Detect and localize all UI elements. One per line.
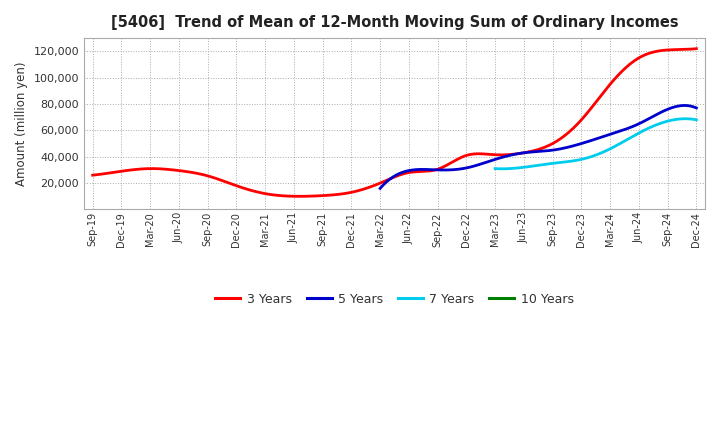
5 Years xyxy=(564,144,572,150)
3 Years xyxy=(448,160,456,165)
7 Years xyxy=(611,144,619,149)
5 Years xyxy=(692,105,701,110)
5 Years xyxy=(376,186,384,191)
7 Years xyxy=(498,166,507,172)
7 Years xyxy=(615,142,624,147)
3 Years xyxy=(297,194,305,199)
Line: 7 Years: 7 Years xyxy=(495,119,696,169)
3 Years xyxy=(89,172,97,178)
7 Years xyxy=(611,143,620,149)
3 Years xyxy=(692,46,701,51)
3 Years xyxy=(599,90,608,95)
7 Years xyxy=(692,117,701,122)
3 Years xyxy=(637,54,646,59)
7 Years xyxy=(491,166,500,171)
3 Years xyxy=(91,172,99,178)
5 Years xyxy=(563,145,572,150)
5 Years xyxy=(680,103,689,108)
5 Years xyxy=(377,184,385,190)
Line: 3 Years: 3 Years xyxy=(93,49,696,196)
Title: [5406]  Trend of Mean of 12-Month Moving Sum of Ordinary Incomes: [5406] Trend of Mean of 12-Month Moving … xyxy=(111,15,678,30)
7 Years xyxy=(661,119,670,125)
7 Years xyxy=(492,166,500,171)
Y-axis label: Amount (million yen): Amount (million yen) xyxy=(15,62,28,186)
3 Years xyxy=(450,158,459,164)
5 Years xyxy=(662,107,671,112)
5 Years xyxy=(642,117,651,122)
5 Years xyxy=(570,143,578,148)
3 Years xyxy=(460,154,469,159)
Legend: 3 Years, 5 Years, 7 Years, 10 Years: 3 Years, 5 Years, 7 Years, 10 Years xyxy=(210,288,579,311)
7 Years xyxy=(674,117,683,122)
Line: 5 Years: 5 Years xyxy=(380,106,696,188)
7 Years xyxy=(680,116,689,121)
